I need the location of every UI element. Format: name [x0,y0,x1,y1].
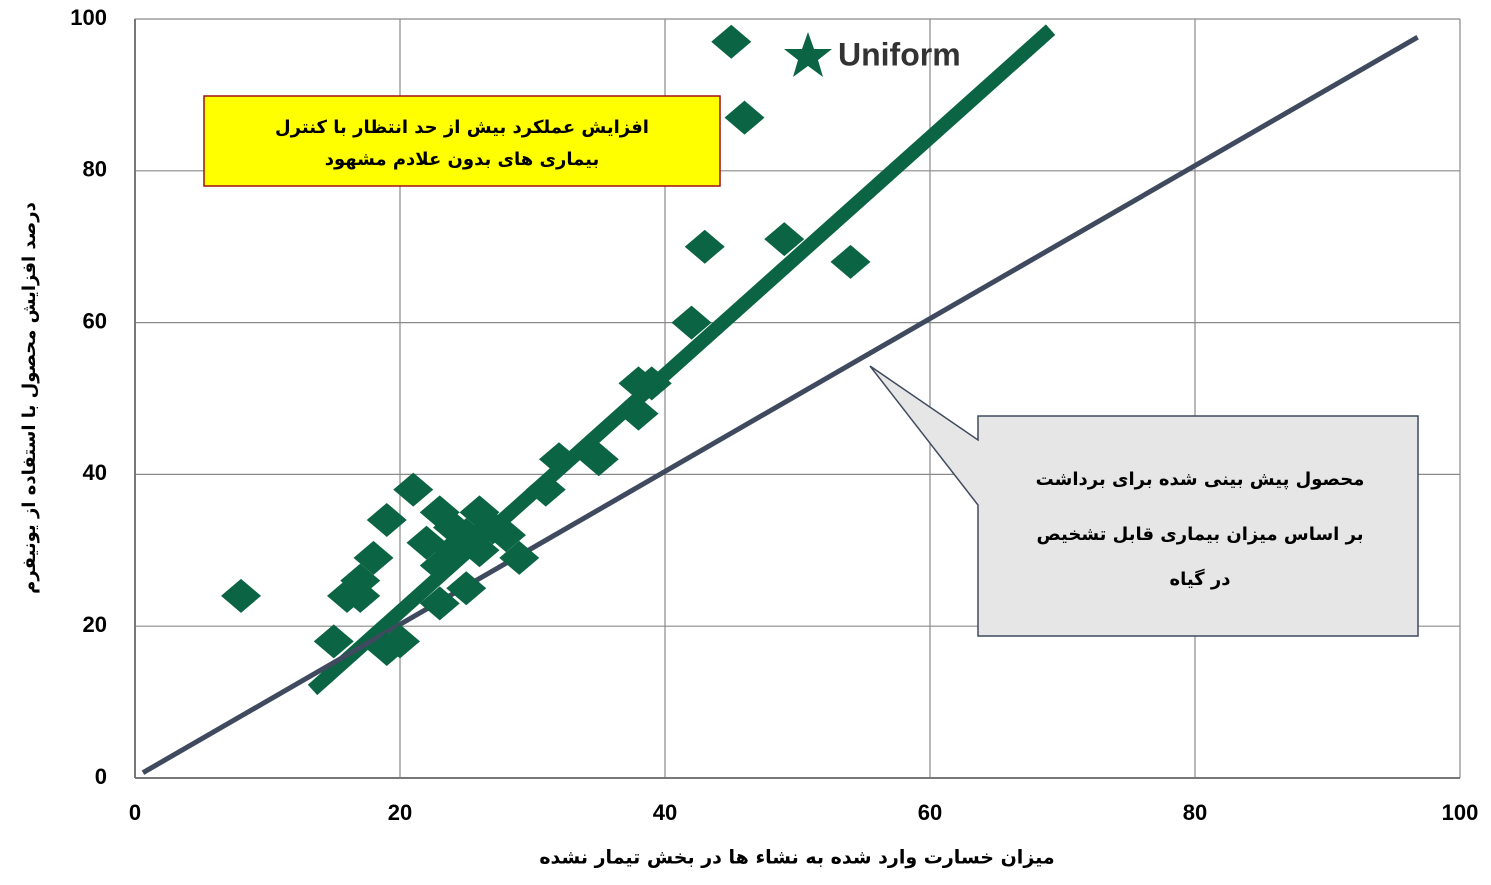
scatter-point [724,100,765,135]
scatter-point [631,366,672,401]
x-tick-label: 100 [1442,800,1479,825]
y-tick-label: 20 [83,612,107,637]
scatter-point [711,24,752,59]
x-tick-label: 40 [653,800,677,825]
scatter-point [830,244,871,279]
scatter-point [366,502,407,537]
scatter-point [340,563,381,598]
marks [141,24,1419,775]
trend-line [307,24,1056,696]
highlight-box [203,95,721,187]
scatter-point [539,442,579,477]
scatter-point [618,396,659,431]
annotation-text: افزایش عملکرد بیش از حد انتظار با کنترل [275,117,649,138]
y-tick-label: 100 [70,5,107,30]
scatter-point [486,518,526,553]
x-tick-label: 60 [918,800,942,825]
x-tick-label: 0 [129,800,141,825]
x-tick-label: 80 [1183,800,1207,825]
scatter-point [380,624,420,659]
x-axis-label: میزان خسارت وارد شده به نشاء ها در بخش ت… [539,847,1054,869]
scatter-point [393,472,434,507]
annotation-text: محصول پیش بینی شده برای برداشت [1036,469,1365,490]
scatter-point [578,442,619,477]
scatter-point [764,222,805,257]
scatter-point [419,586,460,621]
scatter-point [671,305,712,340]
x-tick-label: 20 [388,800,412,825]
annotation-text: بر اساس میزان بیماری قابل تشخیص [1036,524,1363,545]
callout-box [869,365,1419,637]
logo-star [784,32,832,77]
scatter-point [684,229,725,264]
y-tick-label: 40 [83,460,107,485]
scatter-point [221,578,261,613]
y-axis-label: درصد افزایش محصول با استفاده از یونیفرم [19,202,40,594]
scatter-point [353,540,394,575]
annotation-text: بیماری های بدون علادم مشهود [325,149,600,170]
y-tick-label: 60 [83,308,107,333]
y-tick-label: 80 [83,157,107,182]
scatter-point [446,571,487,606]
trend-line [141,35,1419,775]
y-tick-label: 0 [95,764,107,789]
scatter-point [499,540,540,575]
scatter-point [525,472,566,507]
logo-text: Uniform [838,36,961,72]
annotation-text: در گیاه [1169,568,1230,590]
scatter-point [459,533,500,568]
scatter-point [313,624,354,659]
